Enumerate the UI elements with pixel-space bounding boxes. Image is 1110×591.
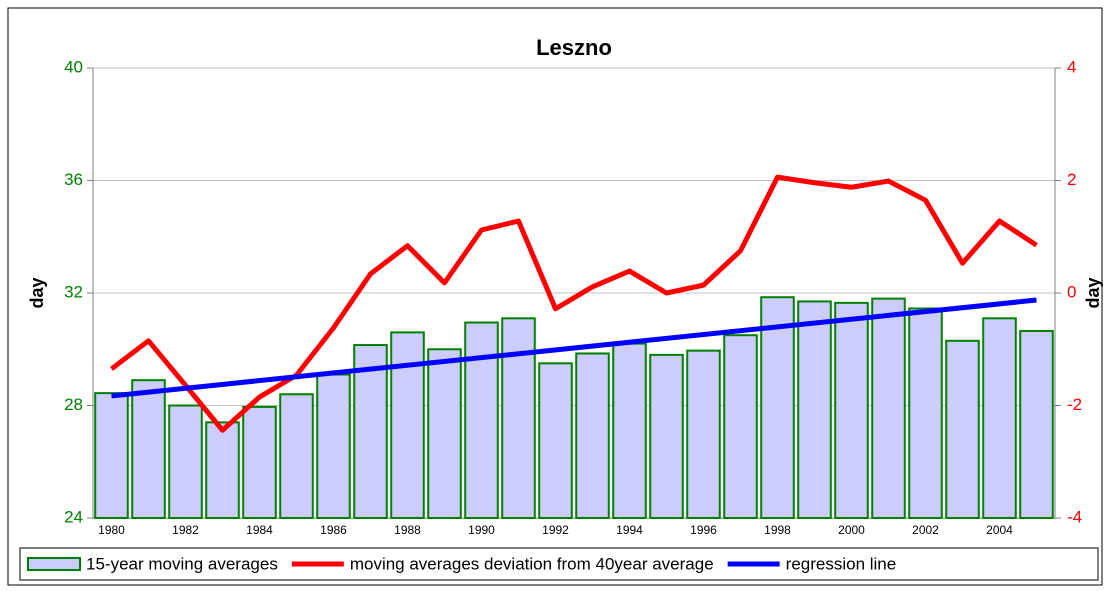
y2-axis-label: day [1083,277,1103,308]
y-tick-label: 40 [64,57,83,76]
y2-tick-label: 4 [1067,57,1076,76]
bar [464,321,499,519]
bar [353,344,388,519]
x-tick-label: 1982 [172,523,199,537]
x-tick-label: 1990 [468,523,495,537]
bar [575,352,610,519]
y-tick-label: 28 [64,395,83,414]
bar [538,362,573,519]
x-tick-label: 1992 [542,523,569,537]
chart-title: Leszno [536,35,612,60]
legend-label: 15-year moving averages [86,554,278,573]
line [111,297,1037,399]
bar [649,353,684,519]
x-tick-label: 1988 [394,523,421,537]
bar [205,421,240,519]
x-tick-label: 1996 [690,523,717,537]
bar [279,393,314,519]
x-tick-label: 1980 [98,523,125,537]
y2-tick-label: -2 [1067,395,1082,414]
legend-label: regression line [786,554,897,573]
legend-box [19,547,1099,581]
x-tick-label: 1994 [616,523,643,537]
bar [760,296,795,519]
bar [612,342,647,519]
y-axis-label: day [27,277,47,308]
bar [723,334,758,519]
bar [797,300,832,519]
legend-label: moving averages deviation from 40year av… [350,554,714,573]
x-tick-label: 2004 [986,523,1013,537]
y-tick-label: 24 [64,507,83,526]
bar [908,307,943,519]
bar [131,379,166,519]
bar [316,373,351,519]
y2-tick-label: 2 [1067,170,1076,189]
bar [168,404,203,519]
bar [390,331,425,519]
y-tick-label: 32 [64,282,83,301]
line [109,174,1038,433]
bar [945,339,980,519]
bar [686,349,721,519]
x-tick-label: 2002 [912,523,939,537]
bar [834,301,869,519]
x-tick-label: 2000 [838,523,865,537]
y2-tick-label: 0 [1067,282,1076,301]
x-tick-label: 1984 [246,523,273,537]
bar [242,405,277,519]
bar [427,348,462,519]
y2-tick-label: -4 [1067,507,1082,526]
bar [501,317,536,519]
bar [1019,329,1054,519]
bar [94,392,129,519]
x-tick-label: 1986 [320,523,347,537]
bar [871,297,906,519]
x-tick-label: 1998 [764,523,791,537]
bar [982,317,1017,519]
y-tick-label: 36 [64,170,83,189]
legend-swatch [27,557,81,571]
